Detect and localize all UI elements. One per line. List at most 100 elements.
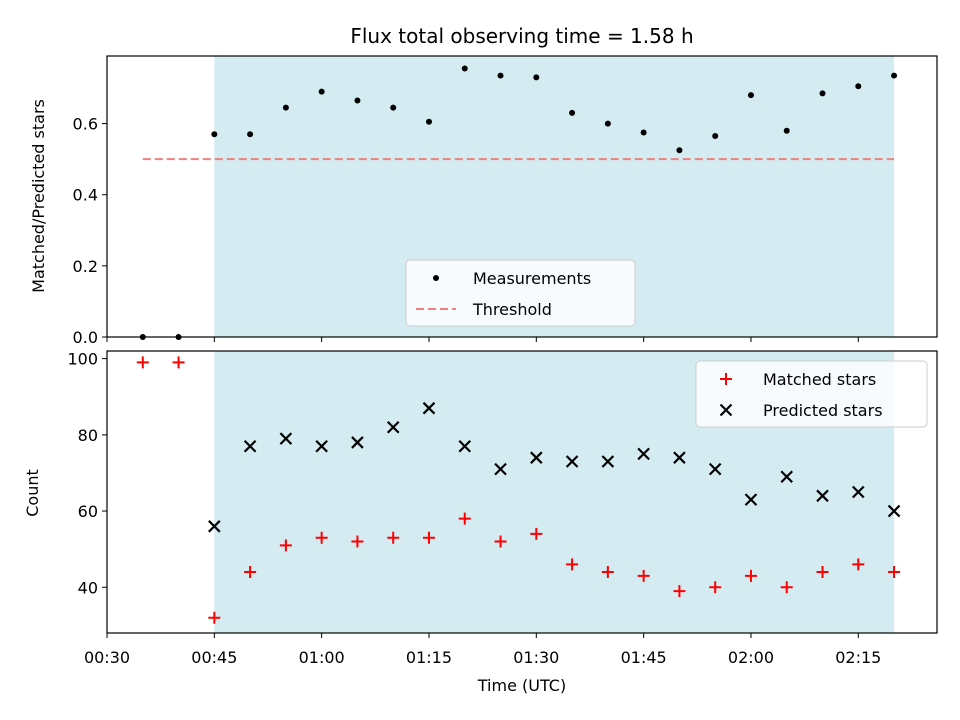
legend: Measurements Threshold — [405, 259, 636, 327]
top-y-axis-label: Matched/Predicted stars — [29, 99, 48, 293]
data-point — [816, 489, 829, 503]
bottom-y-axis-label: Count — [23, 469, 42, 517]
data-point — [279, 432, 293, 445]
data-point — [780, 470, 794, 484]
y-tick-label: 0.6 — [73, 115, 98, 134]
data-point — [852, 558, 865, 571]
data-point — [673, 451, 686, 464]
data-point — [852, 485, 865, 499]
x-tick-label: 01:45 — [621, 648, 667, 667]
data-point — [282, 104, 289, 111]
y-tick-label: 60 — [78, 502, 98, 521]
data-point — [565, 455, 579, 468]
data-point — [211, 131, 218, 138]
series-matched-stars — [136, 356, 901, 624]
data-point — [315, 531, 328, 544]
legend: Matched stars Predicted stars — [695, 360, 928, 428]
data-point — [247, 131, 254, 138]
plot-layer: 0.0 0.2 0.4 0.6 Measurements Threshold 40 60 80 1… — [67, 55, 938, 667]
series-measurements — [139, 65, 898, 340]
panel-ratio: 0.0 0.2 0.4 0.6 Measurements Threshold — [73, 55, 938, 347]
data-point — [676, 147, 683, 154]
x-tick-label: 01:00 — [299, 648, 345, 667]
data-point — [744, 493, 758, 506]
data-point — [244, 566, 257, 579]
x-axis-label: Time (UTC) — [477, 676, 566, 695]
x-tick-label: 02:00 — [728, 648, 774, 667]
data-point — [422, 401, 436, 415]
data-point — [461, 65, 468, 72]
data-point — [888, 566, 901, 579]
data-point — [315, 439, 328, 453]
data-point — [530, 451, 543, 464]
data-point — [783, 127, 790, 134]
data-point — [425, 118, 432, 125]
data-point — [279, 539, 292, 552]
x-tick-label: 00:45 — [191, 648, 237, 667]
data-point — [387, 531, 400, 544]
data-point — [386, 420, 400, 434]
axes-frame — [106, 55, 938, 338]
legend-label: Matched stars — [763, 370, 876, 389]
data-point — [601, 566, 614, 579]
data-point — [816, 566, 829, 579]
data-point — [422, 531, 435, 544]
legend-label: Measurements — [473, 269, 591, 288]
data-point — [709, 581, 722, 594]
data-point — [208, 611, 221, 624]
legend-marker — [719, 403, 733, 417]
data-point — [569, 109, 576, 116]
data-point — [354, 97, 361, 104]
data-point — [601, 455, 615, 468]
data-point — [208, 520, 221, 533]
data-point — [891, 72, 898, 79]
legend-box — [405, 259, 636, 327]
data-point — [640, 129, 647, 136]
data-point — [708, 462, 722, 476]
y-tick-label: 80 — [78, 426, 98, 445]
data-point — [494, 462, 507, 476]
data-point — [530, 527, 543, 540]
data-point — [136, 356, 149, 369]
data-point — [673, 585, 686, 598]
data-point — [780, 581, 793, 594]
data-point — [744, 569, 757, 582]
y-tick-label: 0.4 — [73, 186, 98, 205]
data-point — [604, 120, 611, 127]
data-point — [351, 436, 364, 449]
y-tick-label: 40 — [78, 578, 98, 597]
data-point — [390, 104, 397, 111]
series-predicted-stars — [208, 401, 901, 533]
axes-frame — [106, 350, 938, 634]
y-tick-label: 0.0 — [73, 328, 98, 347]
y-tick-label: 0.2 — [73, 257, 98, 276]
x-tick-label: 01:30 — [513, 648, 559, 667]
data-point — [172, 356, 185, 369]
legend-label: Predicted stars — [763, 401, 883, 420]
x-tick-label: 02:15 — [835, 648, 881, 667]
x-tick-label: 00:30 — [84, 648, 130, 667]
x-tick-label: 01:15 — [406, 648, 452, 667]
legend-label: Threshold — [472, 300, 552, 319]
data-point — [533, 74, 540, 81]
data-point — [458, 512, 471, 525]
legend-box — [695, 360, 928, 428]
chart-title: Flux total observing time = 1.58 h — [350, 24, 693, 48]
data-point — [497, 72, 504, 79]
legend-marker — [433, 275, 439, 281]
data-point — [458, 439, 472, 453]
data-point — [819, 90, 826, 97]
y-tick-label: 100 — [67, 350, 98, 369]
data-point — [318, 88, 325, 95]
data-point — [712, 133, 719, 140]
data-point — [637, 569, 650, 582]
data-point — [351, 535, 364, 548]
data-point — [494, 535, 507, 548]
data-point — [243, 439, 257, 453]
panel-count: 40 60 80 100 00:30 00:45 01:00 01:15 01:30 01:45 0… — [67, 350, 938, 667]
data-point — [887, 504, 901, 518]
data-point — [637, 447, 650, 461]
data-point — [747, 92, 754, 99]
data-point — [566, 558, 579, 571]
